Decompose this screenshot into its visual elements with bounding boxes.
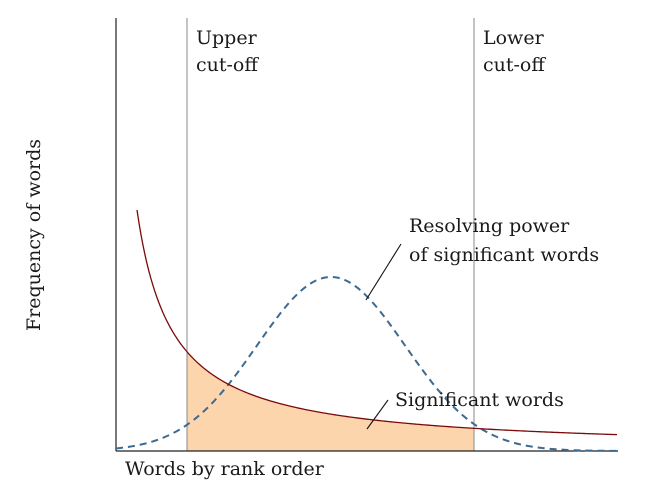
upper-cutoff-label-line2: cut-off — [196, 54, 259, 76]
resolving-power-pointer — [365, 243, 402, 301]
significant-words-region — [187, 351, 474, 451]
resolving-power-label-line1: Resolving power — [409, 215, 570, 237]
significant-words-label: Significant words — [395, 389, 564, 411]
significant-words-pointer — [366, 399, 389, 430]
word-frequency-curve — [136, 209, 618, 436]
upper-cutoff-label-line1: Upper — [196, 27, 258, 49]
x-axis-label: Words by rank order — [125, 458, 325, 480]
resolving-power-curve — [115, 276, 619, 452]
resolving-power-label-line2: of significant words — [409, 244, 599, 266]
y-axis-label: Frequency of words — [23, 139, 45, 331]
lower-cutoff-label-line1: Lower — [483, 27, 545, 49]
lower-cutoff-label-line2: cut-off — [483, 54, 546, 76]
